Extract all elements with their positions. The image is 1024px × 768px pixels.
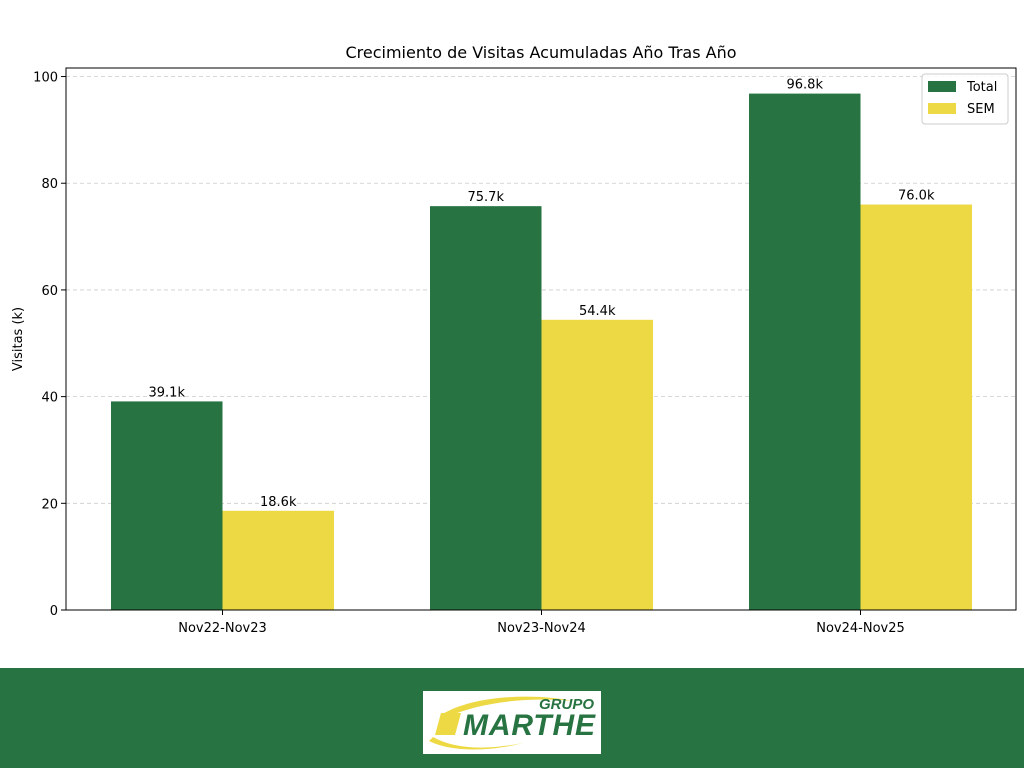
data-labels: 39.1k 75.7k 96.8k 18.6k 54.4k 76.0k	[149, 78, 935, 510]
chart-legend: Total SEM	[921, 73, 1009, 125]
bar-chart: 0 20 40 60 80 100 Nov22-Nov23 Nov23-Nov24 Nov24-…	[11, 43, 1017, 636]
legend-swatch-total	[928, 81, 956, 92]
data-label-total-2: 96.8k	[787, 78, 824, 93]
logo-swoosh-top	[441, 696, 573, 717]
bar-total-2	[749, 93, 861, 610]
data-label-total-0: 39.1k	[149, 385, 186, 400]
bar-total-1	[430, 206, 542, 610]
y-axis-label: Visitas (k)	[11, 307, 26, 371]
bars	[111, 93, 972, 610]
y-tick-label-20: 20	[41, 497, 58, 512]
y-tick-label-60: 60	[41, 284, 58, 299]
y-tick-label-40: 40	[41, 391, 58, 406]
grupo-marthe-logo: GRUPO MARTHE	[423, 691, 601, 754]
logo-yellow-block	[435, 713, 461, 735]
x-tick-label-0: Nov22-Nov23	[178, 621, 267, 636]
y-tick-label-100: 100	[33, 71, 58, 86]
bar-sem-1	[541, 319, 653, 610]
x-tick-label-2: Nov24-Nov25	[816, 621, 905, 636]
data-label-sem-2: 76.0k	[898, 189, 935, 204]
legend-swatch-sem	[928, 103, 956, 114]
x-tick-label-1: Nov23-Nov24	[497, 621, 586, 636]
logo-text-marthe: MARTHE	[463, 709, 596, 742]
plot-frame	[65, 67, 1017, 611]
y-tick-label-0: 0	[50, 604, 58, 619]
data-label-sem-0: 18.6k	[260, 495, 297, 510]
chart-title: Crecimiento de Visitas Acumuladas Año Tr…	[345, 43, 736, 62]
data-label-sem-1: 54.4k	[579, 304, 616, 319]
footer-bar: GRUPO MARTHE	[0, 668, 1024, 768]
logo-swoosh-bottom	[429, 737, 523, 750]
axes: 0 20 40 60 80 100 Nov22-Nov23 Nov23-Nov24 Nov24-…	[33, 67, 1017, 636]
legend-label-total: Total	[966, 80, 997, 95]
data-label-total-1: 75.7k	[468, 190, 505, 205]
legend-label-sem: SEM	[967, 102, 995, 117]
chart-area: 0 20 40 60 80 100 Nov22-Nov23 Nov23-Nov24 Nov24-…	[11, 43, 1017, 636]
logo-text-grupo: GRUPO	[539, 696, 594, 713]
bar-total-0	[111, 401, 223, 610]
y-tick-label-80: 80	[41, 177, 58, 192]
bar-sem-0	[222, 510, 334, 610]
bar-sem-2	[860, 204, 972, 610]
